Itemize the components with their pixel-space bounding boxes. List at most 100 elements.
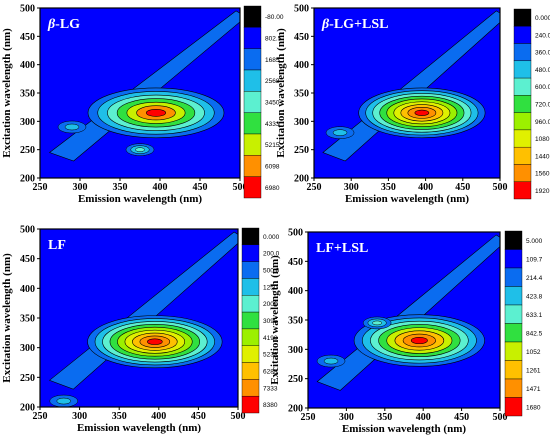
secondary-peak-1-level-2 <box>56 397 72 405</box>
colorbar-level-label: 3095 <box>263 318 278 325</box>
x-tick-label: 350 <box>381 182 396 193</box>
colorbar-swatch <box>243 155 262 177</box>
x-axis-label: Emission wavelength (nm) <box>345 193 469 205</box>
colorbar-level-label: 3450 <box>265 100 280 107</box>
colorbar-swatch <box>243 69 262 92</box>
colorbar-level-label: 1261 <box>526 367 541 374</box>
y-tick-label: 200 <box>288 404 303 415</box>
colorbar-level-label: 600.0 <box>535 84 550 91</box>
colorbar-swatch <box>241 227 260 246</box>
colorbar-level-label: 1680 <box>526 404 541 411</box>
x-axis-label: Emission wavelength (nm) <box>78 193 202 205</box>
colorbar-swatch <box>243 5 262 28</box>
y-tick-label: 250 <box>20 145 35 156</box>
colorbar: 5.000 109.7 214.4 423.8 633.1 842.5 1052 1261 14… <box>504 230 543 417</box>
colorbar-swatch <box>241 395 260 414</box>
y-tick-label: 350 <box>20 89 35 100</box>
x-tick-label: 300 <box>73 182 88 193</box>
colorbar-level-label: 7333 <box>263 385 278 392</box>
x-axis-label: Emission wavelength (nm) <box>77 422 201 434</box>
y-axis-label: Excitation wavelength (nm) <box>1 253 13 383</box>
x-tick-label: 400 <box>416 412 431 423</box>
colorbar-level-label: 8380 <box>263 402 278 409</box>
colorbar-swatch <box>513 129 532 148</box>
colorbar-swatch <box>513 77 532 96</box>
y-tick-label: 300 <box>294 117 309 128</box>
y-tick-label: 400 <box>20 60 35 71</box>
colorbar-level-label: 4190 <box>263 335 278 342</box>
colorbar-swatch <box>243 133 262 156</box>
colorbar-swatch <box>504 341 523 361</box>
x-tick-label: 250 <box>301 412 316 423</box>
colorbar-swatch <box>243 27 262 49</box>
y-tick-label: 400 <box>20 284 35 295</box>
y-tick-label: 400 <box>294 60 309 71</box>
colorbar-swatch <box>243 91 262 113</box>
y-tick-label: 250 <box>288 374 303 385</box>
x-tick-label: 450 <box>191 411 206 422</box>
colorbar-level-label: 0.000 <box>535 15 550 22</box>
colorbar-swatch <box>243 112 262 135</box>
colorbar-level-label: 423.8 <box>526 293 543 300</box>
colorbar-level-label: 2568 <box>265 78 280 85</box>
contour-level-7 <box>145 108 167 117</box>
colorbar-swatch <box>504 249 523 269</box>
colorbar-level-label: 1685 <box>265 57 280 64</box>
secondary-peak-1-level-2 <box>332 129 348 136</box>
x-tick-label: 500 <box>493 412 508 423</box>
x-tick-label: 350 <box>113 182 128 193</box>
colorbar-swatch <box>504 397 523 417</box>
x-tick-label: 400 <box>151 411 166 422</box>
colorbar: -80.00 802.5 1685 2568 3450 4333 5215 6098 6980 <box>243 5 284 199</box>
colorbar-level-label: 214.4 <box>526 275 543 282</box>
colorbar-level-label: 5215 <box>265 142 280 149</box>
x-tick-label: 400 <box>418 182 433 193</box>
colorbar-level-label: 200.0 <box>263 251 280 258</box>
colorbar-level-label: 4333 <box>265 121 280 128</box>
colorbar-level-label: 6098 <box>265 164 280 171</box>
colorbar-swatch <box>513 146 532 165</box>
y-tick-label: 350 <box>288 316 303 327</box>
colorbar-swatch <box>504 378 523 398</box>
colorbar-swatch <box>513 60 532 79</box>
colorbar-swatch <box>513 112 532 131</box>
y-tick-label: 200 <box>20 403 35 414</box>
y-tick-label: 350 <box>294 89 309 100</box>
panel-title: β-LG <box>47 17 80 32</box>
y-tick-label: 500 <box>294 4 309 15</box>
colorbar-swatch <box>504 360 523 380</box>
y-tick-label: 350 <box>20 314 35 325</box>
x-tick-label: 350 <box>377 412 392 423</box>
colorbar-level-label: 480.0 <box>535 67 550 74</box>
y-tick-label: 500 <box>288 228 303 239</box>
colorbar-swatch <box>504 304 523 324</box>
colorbar-swatch <box>241 261 260 279</box>
panel-title: LF+LSL <box>316 241 368 256</box>
colorbar-level-label: 0.000 <box>263 234 280 241</box>
colorbar-level-label: 1080 <box>535 136 550 143</box>
colorbar-swatch <box>513 95 532 113</box>
colorbar-level-label: 240.0 <box>535 32 550 39</box>
colorbar-level-label: -80.00 <box>265 14 284 21</box>
y-axis-label: Excitation wavelength (nm) <box>269 255 281 385</box>
colorbar-swatch <box>243 176 262 199</box>
colorbar-level-label: 109.7 <box>526 256 543 263</box>
x-tick-label: 350 <box>112 411 127 422</box>
y-tick-label: 450 <box>288 257 303 268</box>
x-tick-label: 250 <box>307 182 322 193</box>
colorbar-level-label: 633.1 <box>526 312 543 319</box>
y-axis-label: Excitation wavelength (nm) <box>1 28 13 158</box>
y-tick-label: 500 <box>20 4 35 15</box>
secondary-peak-2-level-2 <box>323 357 339 365</box>
x-tick-label: 450 <box>454 412 469 423</box>
x-tick-label: 500 <box>493 182 508 193</box>
colorbar-level-label: 960.0 <box>535 119 550 126</box>
x-tick-label: 300 <box>339 412 354 423</box>
secondary-peak-1-level-3 <box>135 147 145 152</box>
colorbar-swatch <box>241 379 260 397</box>
x-tick-label: 300 <box>344 182 359 193</box>
